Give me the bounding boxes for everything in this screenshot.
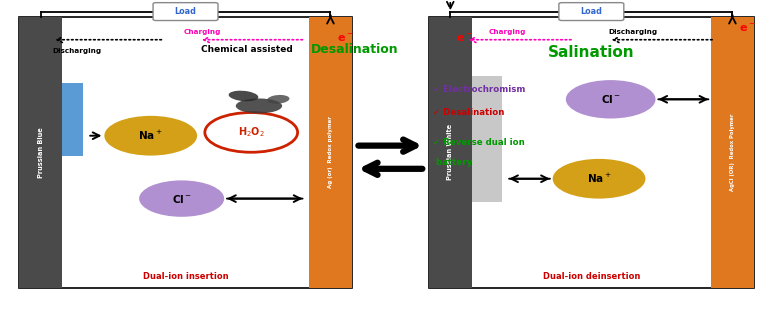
Text: AgCl (OR)  Redox Polymer: AgCl (OR) Redox Polymer bbox=[730, 114, 735, 191]
Bar bbox=[472, 76, 502, 202]
Text: e$^-$: e$^-$ bbox=[456, 32, 473, 44]
Text: e$^-$: e$^-$ bbox=[739, 23, 755, 34]
FancyBboxPatch shape bbox=[153, 3, 218, 21]
Text: Cl$^-$: Cl$^-$ bbox=[172, 193, 192, 205]
Circle shape bbox=[104, 116, 197, 156]
Text: ✓ Reverse dual ion: ✓ Reverse dual ion bbox=[433, 138, 525, 147]
Ellipse shape bbox=[267, 95, 289, 104]
Bar bbox=[309, 17, 352, 288]
Text: Na$^+$: Na$^+$ bbox=[587, 172, 611, 185]
Bar bbox=[19, 17, 62, 288]
Text: Discharging: Discharging bbox=[609, 29, 658, 35]
Text: Discharging: Discharging bbox=[53, 48, 101, 54]
Bar bbox=[429, 17, 754, 288]
Bar bbox=[429, 17, 472, 288]
Text: H$_2$O$_2$: H$_2$O$_2$ bbox=[238, 125, 264, 139]
Circle shape bbox=[205, 113, 298, 152]
Bar bbox=[19, 17, 352, 288]
Text: Charging: Charging bbox=[184, 29, 221, 35]
Text: Prussian Blue: Prussian Blue bbox=[38, 127, 43, 178]
Bar bbox=[62, 83, 83, 156]
Text: Load: Load bbox=[175, 7, 196, 16]
Text: Prussian White: Prussian White bbox=[448, 124, 453, 180]
Text: Chemical assisted: Chemical assisted bbox=[201, 45, 292, 54]
Bar bbox=[711, 17, 754, 288]
Circle shape bbox=[566, 80, 656, 118]
Text: e$^-$: e$^-$ bbox=[337, 32, 353, 44]
Text: Cl$^-$: Cl$^-$ bbox=[601, 93, 621, 105]
FancyBboxPatch shape bbox=[559, 3, 624, 21]
Text: ✓ Electrochromism: ✓ Electrochromism bbox=[433, 85, 526, 94]
Text: Desalination: Desalination bbox=[311, 43, 399, 56]
Text: battery: battery bbox=[433, 158, 472, 167]
Circle shape bbox=[139, 180, 224, 217]
Ellipse shape bbox=[229, 91, 258, 101]
Text: Dual-ion insertion: Dual-ion insertion bbox=[143, 272, 228, 281]
Circle shape bbox=[553, 159, 645, 199]
Text: Salination: Salination bbox=[548, 45, 635, 61]
Text: Ag (or)  Redox polymer: Ag (or) Redox polymer bbox=[328, 116, 333, 188]
Text: Dual-ion deinsertion: Dual-ion deinsertion bbox=[543, 272, 640, 281]
Text: ✓ Desalination: ✓ Desalination bbox=[433, 108, 504, 117]
Text: Load: Load bbox=[581, 7, 602, 16]
Text: Charging: Charging bbox=[489, 29, 526, 35]
Ellipse shape bbox=[236, 98, 282, 113]
Text: Na$^+$: Na$^+$ bbox=[138, 129, 163, 142]
